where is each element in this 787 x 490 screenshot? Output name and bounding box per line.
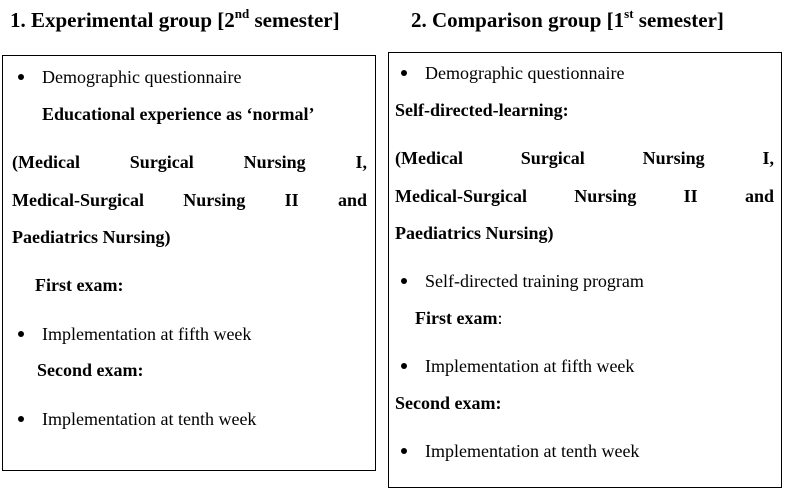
list-item: Implementation at fifth week bbox=[17, 324, 252, 344]
course-line-2: Medical-Surgical Nursing II and bbox=[395, 185, 774, 207]
word: I, bbox=[355, 152, 367, 172]
title-text: 1. Experimental group [2 bbox=[10, 8, 235, 32]
title-text-suffix: semester] bbox=[249, 8, 340, 32]
comparison-group-box bbox=[388, 52, 782, 488]
word: I, bbox=[762, 148, 774, 168]
experimental-group-box bbox=[2, 55, 376, 471]
word: Nursing bbox=[574, 186, 637, 206]
first-exam-text: First exam bbox=[415, 308, 498, 328]
word: and bbox=[337, 190, 367, 210]
course-line-3: Paediatrics Nursing) bbox=[12, 227, 171, 247]
list-item: Demographic questionnaire bbox=[400, 63, 625, 83]
experimental-group-title: 1. Experimental group [2nd semester] bbox=[10, 6, 340, 33]
first-exam-label: First exam: bbox=[35, 275, 124, 295]
list-item: Implementation at tenth week bbox=[17, 409, 257, 429]
second-exam-label: Second exam: bbox=[37, 360, 144, 380]
word: II bbox=[683, 186, 698, 206]
word: Surgical bbox=[520, 148, 585, 168]
title-text: 2. Comparison group [1 bbox=[411, 8, 625, 32]
first-exam-label: First exam: bbox=[415, 307, 502, 329]
course-line-1: (Medical Surgical Nursing I, bbox=[12, 151, 367, 173]
comparison-group-title: 2. Comparison group [1st semester] bbox=[411, 6, 724, 33]
course-line-1: (Medical Surgical Nursing I, bbox=[395, 147, 774, 169]
title-superscript: nd bbox=[234, 6, 250, 21]
list-item: Self-directed training program bbox=[401, 271, 644, 291]
list-item: Implementation at fifth week bbox=[400, 356, 635, 376]
word: Medical-Surgical bbox=[12, 190, 144, 210]
word: Nursing bbox=[183, 190, 246, 210]
word: II bbox=[284, 190, 299, 210]
self-directed-learning-label: Self-directed-learning: bbox=[395, 100, 569, 120]
title-superscript: st bbox=[624, 6, 634, 21]
word: Nursing bbox=[243, 152, 306, 172]
word: Medical-Surgical bbox=[395, 186, 527, 206]
educational-experience-label: Educational experience as ‘normal’ bbox=[42, 104, 315, 124]
title-text-suffix: semester] bbox=[633, 8, 724, 32]
list-item: Implementation at tenth week bbox=[400, 441, 640, 461]
first-exam-colon: : bbox=[497, 308, 503, 328]
word: (Medical bbox=[395, 148, 463, 168]
word: Surgical bbox=[129, 152, 194, 172]
course-line-3: Paediatrics Nursing) bbox=[395, 223, 554, 243]
word: (Medical bbox=[12, 152, 80, 172]
second-exam-label: Second exam: bbox=[395, 393, 502, 413]
word: Nursing bbox=[642, 148, 705, 168]
word: and bbox=[744, 186, 774, 206]
list-item: Demographic questionnaire bbox=[17, 67, 242, 87]
course-line-2: Medical-Surgical Nursing II and bbox=[12, 189, 367, 211]
